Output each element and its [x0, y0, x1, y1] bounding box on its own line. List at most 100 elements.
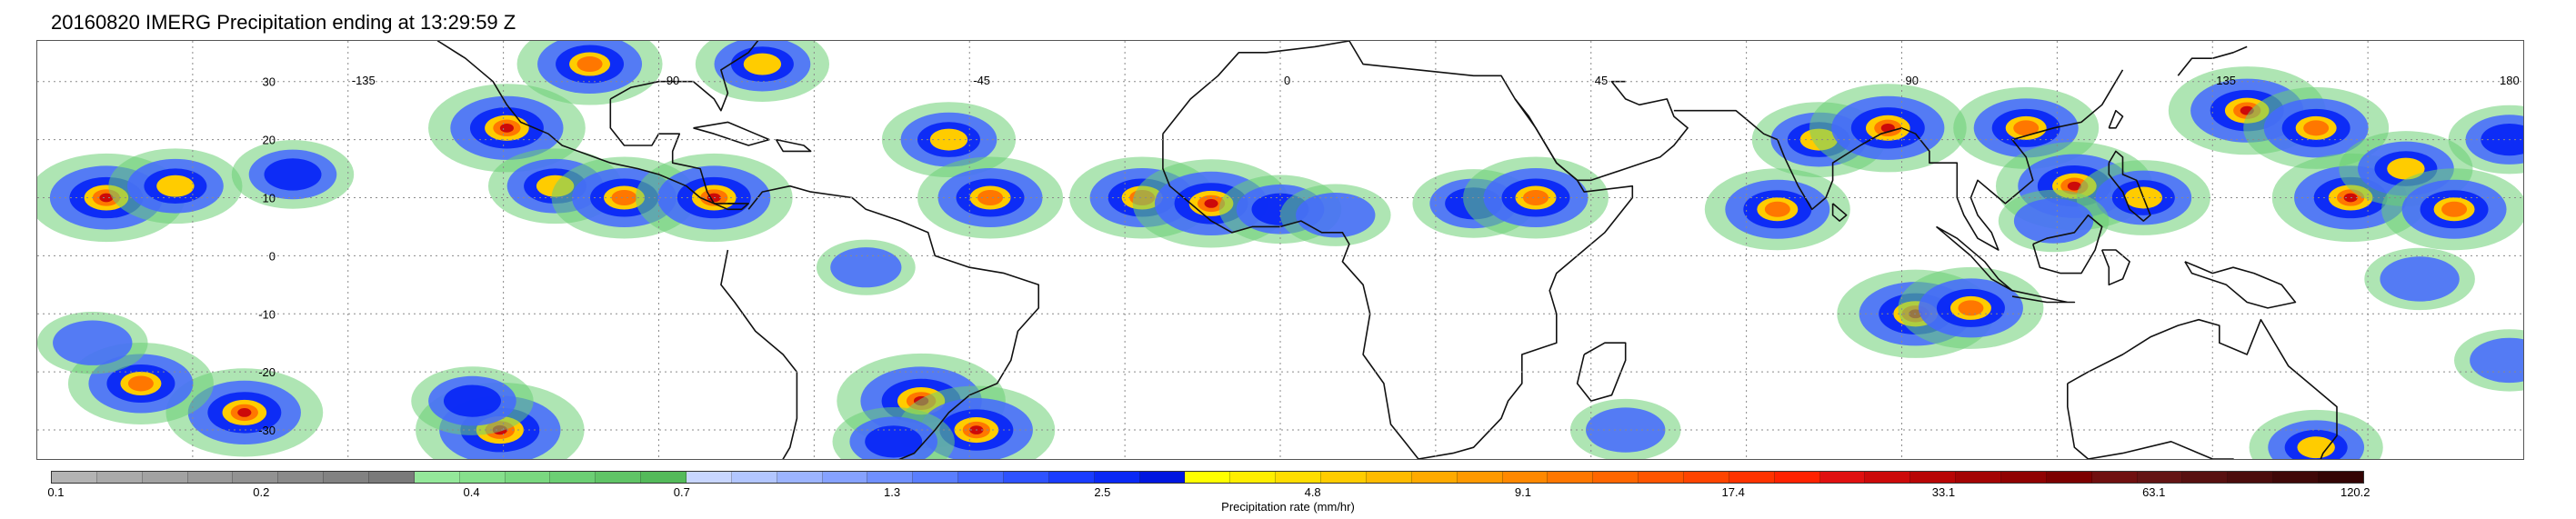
colorbar-bin — [96, 472, 143, 483]
latitude-label: 20 — [263, 134, 276, 147]
colorbar-bin — [414, 472, 460, 483]
map-title: 20160820 IMERG Precipitation ending at 1… — [51, 11, 516, 34]
colorbar-label: 0.7 — [673, 485, 690, 499]
colorbar-label: 0.4 — [463, 485, 480, 499]
colorbar-bin — [777, 472, 823, 483]
coastline-segment — [2184, 261, 2297, 309]
coastline-segment — [2067, 318, 2338, 459]
colorbar-bin — [1276, 472, 1322, 483]
colorbar-bin — [187, 472, 234, 483]
colorbar-bin — [1366, 472, 1412, 483]
latitude-label: 10 — [263, 192, 276, 205]
colorbar-label: 4.8 — [1304, 485, 1321, 499]
graticule — [37, 41, 2523, 459]
colorbar-bin — [459, 472, 506, 483]
colorbar-bin — [2091, 472, 2138, 483]
colorbar-bin — [596, 472, 642, 483]
colorbar-bin — [1502, 472, 1549, 483]
latitude-label: -20 — [258, 365, 276, 379]
colorbar-bin — [324, 472, 370, 483]
precipitation-map[interactable]: -135 -90 -45 0 45 90 135 180 30 20 10 0 -10 -20 -30 — [36, 40, 2524, 460]
coastline-segment — [1576, 342, 1627, 402]
precip-cell — [165, 368, 324, 457]
coastline-segment — [1831, 203, 1848, 222]
precip-cell — [108, 148, 243, 225]
coastline-segment — [720, 249, 798, 459]
longitude-labels: -135 -90 -45 0 45 90 135 180 — [352, 74, 2520, 87]
coastline-segment — [1673, 69, 2124, 251]
colorbar-label: 0.1 — [47, 485, 65, 499]
colorbar-bin — [505, 472, 551, 483]
colorbar-bin — [1683, 472, 1729, 483]
precip-cell — [411, 366, 534, 435]
coastline-segment — [747, 185, 1039, 459]
precip-cell — [1998, 189, 2110, 253]
colorbar-bin — [2273, 472, 2319, 483]
precip-cell — [516, 41, 663, 105]
colorbar-bin — [2182, 472, 2229, 483]
longitude-label: 90 — [1906, 74, 1919, 87]
colorbar-label: 17.4 — [1721, 485, 1745, 499]
latitude-labels: 30 20 10 0 -10 -20 -30 — [258, 75, 276, 437]
precip-cell — [2364, 247, 2475, 311]
coastline-segment — [775, 138, 812, 153]
colorbar-label: 33.1 — [1931, 485, 1956, 499]
precip-cell — [1809, 84, 1967, 173]
colorbar-bin — [1956, 472, 2001, 483]
colorbar-bin — [641, 472, 687, 483]
coastline-segment — [609, 98, 735, 205]
colorbar-bin — [1004, 472, 1049, 483]
colorbar-bin — [1729, 472, 1775, 483]
colorbar-bin — [1048, 472, 1095, 483]
latitude-label: 0 — [269, 249, 276, 263]
colorbar-bin — [913, 472, 959, 483]
coastlines — [436, 41, 2338, 459]
colorbar-bin — [1094, 472, 1140, 483]
map-canvas: -135 -90 -45 0 45 90 135 180 30 20 10 0 -10 -20 -30 — [37, 41, 2523, 459]
colorbar-bin — [1185, 472, 1231, 483]
precip-cell — [1898, 266, 2044, 349]
coastline-segment — [1162, 41, 1634, 459]
longitude-label: 0 — [1284, 74, 1290, 87]
latitude-label: 30 — [263, 75, 276, 89]
coastline-segment — [2108, 150, 2151, 222]
colorbar-label: 2.5 — [1094, 485, 1111, 499]
coastline-segment — [2067, 383, 2235, 459]
colorbar-bin — [233, 472, 279, 483]
colorbar-bin — [1139, 472, 1186, 483]
colorbar-bin — [1639, 472, 1684, 483]
colorbar — [51, 471, 2364, 484]
coastline-segment — [2100, 249, 2130, 286]
precip-cell — [2454, 329, 2523, 392]
colorbar-label: 1.3 — [884, 485, 901, 499]
colorbar-bin — [1230, 472, 1277, 483]
coastline-segment — [2108, 109, 2124, 129]
precip-cell — [832, 407, 955, 459]
precip-cell — [695, 41, 829, 102]
longitude-label: -135 — [352, 74, 376, 87]
colorbar-bin — [369, 472, 415, 483]
colorbar-bin — [2046, 472, 2092, 483]
coastline-segment — [2032, 214, 2103, 274]
coastline-segment — [1514, 80, 1689, 182]
colorbar-title: Precipitation rate (mm/hr) — [1221, 500, 1355, 514]
colorbar-bin — [822, 472, 868, 483]
precip-cell — [2249, 409, 2383, 459]
colorbar-bin — [1548, 472, 1594, 483]
precip-cell — [2339, 131, 2473, 206]
precip-cell — [2243, 86, 2390, 169]
colorbar-label: 0.2 — [253, 485, 270, 499]
longitude-label: 45 — [1595, 74, 1608, 87]
coastline-segment — [2011, 289, 2076, 304]
colorbar-bin — [1910, 472, 1957, 483]
precip-cell — [816, 239, 916, 295]
colorbar-bin — [731, 472, 777, 483]
precip-cell — [1462, 156, 1609, 239]
colorbar-bin — [1865, 472, 1911, 483]
colorbar-bin — [2228, 472, 2274, 483]
colorbar-bin — [278, 472, 325, 483]
colorbar-bin — [1774, 472, 1820, 483]
colorbar-bin — [52, 472, 97, 483]
colorbar-bin — [867, 472, 914, 483]
colorbar-label: 9.1 — [1514, 485, 1531, 499]
